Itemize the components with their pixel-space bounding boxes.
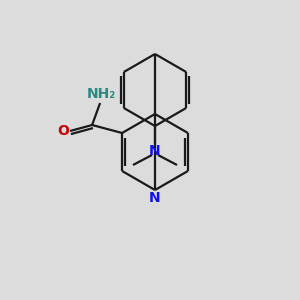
Text: N: N [149,144,161,158]
Text: O: O [57,124,69,138]
Text: NH₂: NH₂ [86,87,116,101]
Text: N: N [149,190,161,205]
